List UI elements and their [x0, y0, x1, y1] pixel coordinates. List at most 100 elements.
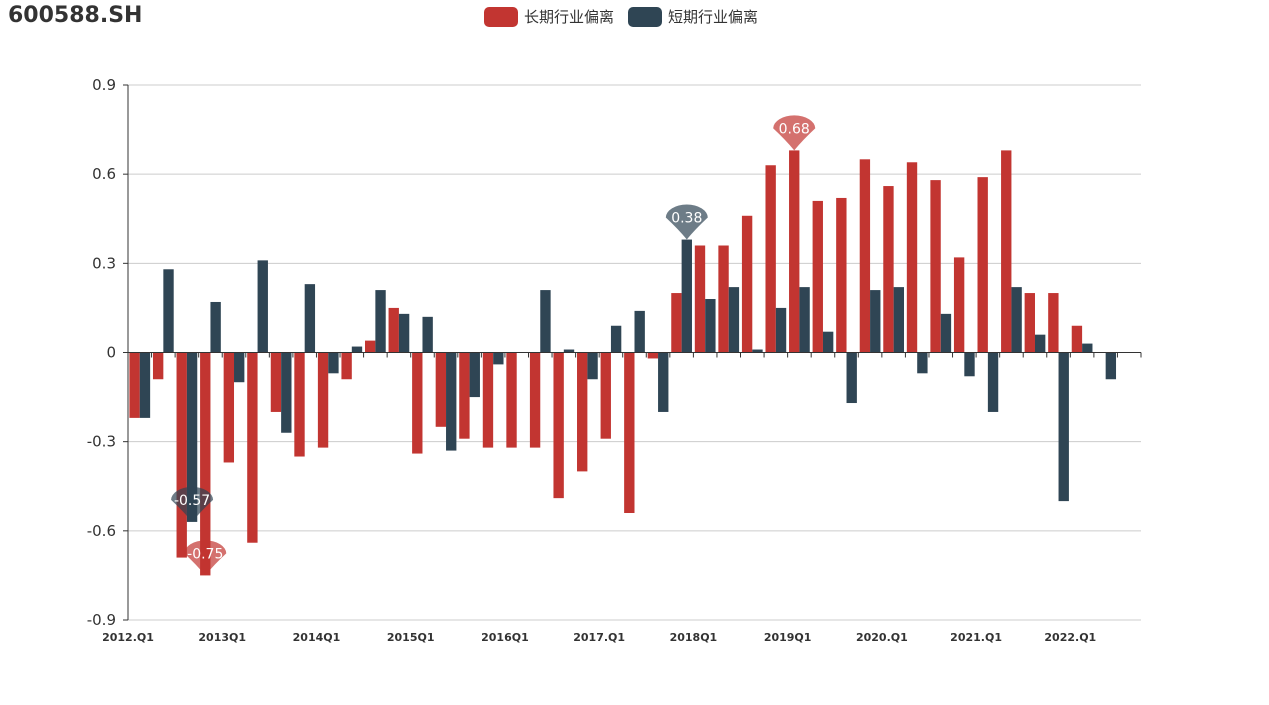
bar[interactable] [930, 180, 941, 353]
bar[interactable] [883, 186, 894, 353]
x-tick-label: 2014Q1 [293, 631, 341, 644]
y-tick-label: 0.9 [92, 76, 116, 94]
legend-label-long-term: 长期行业偏离 [524, 8, 615, 26]
bar[interactable] [741, 215, 753, 353]
bar[interactable] [247, 352, 258, 543]
bar[interactable] [577, 352, 588, 472]
bar[interactable] [281, 352, 292, 433]
bar[interactable] [718, 245, 729, 353]
bar[interactable] [398, 313, 410, 353]
y-tick-label: -0.9 [87, 611, 116, 629]
chart-title: 600588.SH [8, 3, 143, 28]
bar[interactable] [482, 352, 494, 448]
bar[interactable] [294, 352, 305, 457]
bar[interactable] [610, 325, 622, 353]
x-tick-label: 2017.Q1 [573, 631, 625, 644]
bar[interactable] [152, 352, 164, 380]
bar[interactable] [186, 352, 198, 522]
bar[interactable] [553, 352, 564, 499]
bar[interactable] [257, 260, 268, 353]
bar[interactable] [647, 352, 659, 359]
bar[interactable] [139, 352, 151, 418]
markpoint-label: -0.57 [174, 493, 210, 509]
bar[interactable] [940, 313, 952, 353]
bar[interactable] [987, 352, 999, 412]
bar[interactable] [587, 352, 598, 380]
bar[interactable] [694, 245, 706, 353]
x-tick-label: 2015Q1 [387, 631, 435, 644]
bar[interactable] [917, 352, 928, 374]
bar[interactable] [836, 197, 847, 353]
bar[interactable] [317, 352, 329, 448]
bar[interactable] [163, 269, 174, 353]
bar[interactable] [728, 287, 740, 353]
legend-swatch-long-term [484, 6, 518, 27]
bar[interactable] [375, 290, 386, 353]
x-tick-label: 2020.Q1 [856, 631, 908, 644]
bar[interactable] [422, 316, 433, 353]
bar[interactable] [1011, 287, 1022, 353]
bar[interactable] [210, 301, 221, 353]
y-tick-label: -0.6 [87, 522, 116, 540]
bar[interactable] [846, 352, 857, 404]
bar[interactable] [493, 352, 504, 365]
bar[interactable] [1105, 352, 1117, 380]
bar[interactable] [1034, 334, 1046, 353]
bar[interactable] [446, 352, 457, 451]
bar[interactable] [1082, 343, 1093, 353]
bar[interactable] [789, 150, 800, 353]
bar[interactable] [388, 307, 399, 353]
bar[interactable] [977, 177, 988, 353]
bar[interactable] [752, 349, 763, 353]
bar[interactable] [234, 352, 245, 383]
bar[interactable] [634, 310, 645, 353]
bar[interactable] [799, 287, 810, 353]
bar[interactable] [812, 200, 823, 353]
bar[interactable] [469, 352, 480, 398]
bar[interactable] [270, 352, 282, 412]
bar[interactable] [328, 352, 339, 374]
bar[interactable] [775, 307, 787, 353]
bar[interactable] [1001, 150, 1012, 353]
bar[interactable] [1048, 293, 1059, 353]
bar[interactable] [341, 352, 352, 380]
bar[interactable] [459, 352, 470, 439]
bar[interactable] [822, 331, 834, 353]
bar[interactable] [364, 340, 376, 353]
bar[interactable] [529, 352, 541, 448]
markpoint-pin: 0.38 [665, 204, 708, 240]
bar[interactable] [563, 349, 575, 353]
bar[interactable] [435, 352, 447, 427]
bar[interactable] [506, 352, 517, 448]
bar[interactable] [953, 257, 965, 353]
legend-item-long-term[interactable]: 长期行业偏离 [484, 6, 614, 27]
bar[interactable] [1071, 325, 1083, 353]
bar[interactable] [671, 293, 682, 353]
bar[interactable] [200, 352, 211, 576]
bar[interactable] [859, 159, 871, 353]
bar[interactable] [964, 352, 975, 377]
x-tick-label: 2012.Q1 [102, 631, 154, 644]
legend-label-short-term: 短期行业偏离 [668, 8, 759, 26]
bar[interactable] [765, 165, 776, 353]
bar[interactable] [1058, 352, 1069, 502]
markpoint-pin: 0.68 [773, 115, 816, 151]
bar[interactable] [870, 290, 881, 353]
bar[interactable] [893, 287, 905, 353]
bar[interactable] [412, 352, 423, 454]
bar[interactable] [1024, 293, 1035, 353]
bar[interactable] [223, 352, 235, 463]
bar[interactable] [600, 352, 611, 439]
bar[interactable] [681, 239, 692, 353]
bar[interactable] [624, 352, 635, 514]
bar[interactable] [176, 352, 187, 558]
bar[interactable] [304, 284, 316, 353]
bar[interactable] [906, 162, 918, 353]
x-tick-label: 2018Q1 [670, 631, 718, 644]
bar[interactable] [658, 352, 669, 412]
bar[interactable] [540, 290, 551, 353]
legend-item-short-term[interactable]: 短期行业偏离 [628, 6, 758, 27]
bar[interactable] [351, 346, 363, 353]
bar[interactable] [129, 352, 140, 418]
bar[interactable] [705, 299, 716, 353]
